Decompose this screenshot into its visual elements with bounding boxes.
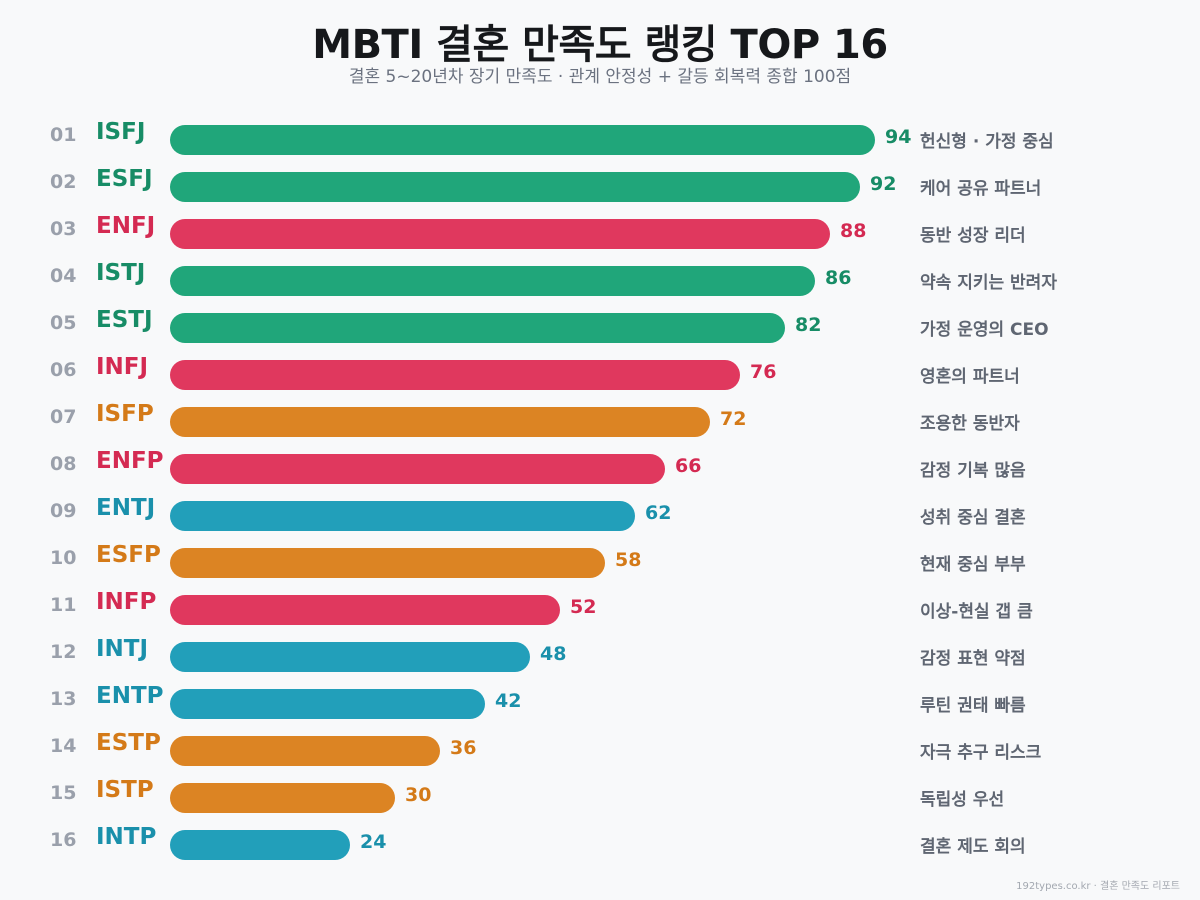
- mbti-type-label: INTJ: [96, 636, 149, 662]
- rank-label: 12: [50, 641, 77, 663]
- type-description: 독립성 우선: [920, 790, 1005, 810]
- score-value: 24: [360, 831, 387, 853]
- score-bar: [170, 407, 710, 437]
- score-bar: [170, 595, 560, 625]
- bar-row: 06 INFJ 76 영혼의 파트너: [0, 351, 1200, 398]
- bar-row: 10 ESFP 58 현재 중심 부부: [0, 539, 1200, 586]
- bar-row: 07 ISFP 72 조용한 동반자: [0, 398, 1200, 445]
- mbti-type-label: ISFJ: [96, 119, 146, 145]
- type-description: 조용한 동반자: [920, 414, 1020, 434]
- type-description: 현재 중심 부부: [920, 555, 1026, 575]
- rank-label: 16: [50, 829, 77, 851]
- rank-label: 07: [50, 406, 77, 428]
- score-bar: [170, 830, 350, 860]
- rank-label: 04: [50, 265, 77, 287]
- score-value: 48: [540, 643, 567, 665]
- score-bar: [170, 172, 860, 202]
- rank-label: 06: [50, 359, 77, 381]
- mbti-type-label: ENTJ: [96, 495, 156, 521]
- score-value: 58: [615, 549, 642, 571]
- score-value: 62: [645, 502, 672, 524]
- type-description: 감정 표현 약점: [920, 649, 1026, 669]
- bar-row: 09 ENTJ 62 성취 중심 결혼: [0, 492, 1200, 539]
- score-bar: [170, 454, 665, 484]
- mbti-type-label: INFP: [96, 589, 157, 615]
- score-value: 52: [570, 596, 597, 618]
- score-bar: [170, 783, 395, 813]
- bar-row: 15 ISTP 30 독립성 우선: [0, 774, 1200, 821]
- mbti-type-label: INFJ: [96, 354, 149, 380]
- score-value: 86: [825, 267, 852, 289]
- score-bar: [170, 548, 605, 578]
- type-description: 감정 기복 많음: [920, 461, 1026, 481]
- score-bar: [170, 642, 530, 672]
- score-value: 72: [720, 408, 747, 430]
- rank-label: 08: [50, 453, 77, 475]
- rank-label: 10: [50, 547, 77, 569]
- score-bar: [170, 360, 740, 390]
- score-value: 92: [870, 173, 897, 195]
- score-value: 82: [795, 314, 822, 336]
- score-bar: [170, 125, 875, 155]
- type-description: 영혼의 파트너: [920, 367, 1020, 387]
- type-description: 케어 공유 파트너: [920, 179, 1042, 199]
- type-description: 결혼 제도 회의: [920, 837, 1026, 857]
- bar-row: 08 ENFP 66 감정 기복 많음: [0, 445, 1200, 492]
- mbti-type-label: ISTJ: [96, 260, 146, 286]
- type-description: 가정 운영의 CEO: [920, 320, 1049, 340]
- bar-row: 02 ESFJ 92 케어 공유 파트너: [0, 163, 1200, 210]
- score-value: 66: [675, 455, 702, 477]
- chart-title: MBTI 결혼 만족도 랭킹 TOP 16: [312, 22, 888, 68]
- score-value: 88: [840, 220, 867, 242]
- score-bar: [170, 501, 635, 531]
- score-bar: [170, 736, 440, 766]
- rank-label: 05: [50, 312, 77, 334]
- score-value: 76: [750, 361, 777, 383]
- bar-row: 13 ENTP 42 루틴 권태 빠름: [0, 680, 1200, 727]
- mbti-type-label: ENFP: [96, 448, 164, 474]
- mbti-type-label: ESFP: [96, 542, 161, 568]
- type-description: 자극 추구 리스크: [920, 743, 1042, 763]
- mbti-type-label: ISTP: [96, 777, 154, 803]
- bar-row: 01 ISFJ 94 헌신형 · 가정 중심: [0, 116, 1200, 163]
- rank-label: 13: [50, 688, 77, 710]
- bar-row: 05 ESTJ 82 가정 운영의 CEO: [0, 304, 1200, 351]
- bar-row: 12 INTJ 48 감정 표현 약점: [0, 633, 1200, 680]
- type-description: 이상-현실 갭 큼: [920, 602, 1033, 622]
- bar-row: 16 INTP 24 결혼 제도 회의: [0, 821, 1200, 868]
- bar-row: 11 INFP 52 이상-현실 갭 큼: [0, 586, 1200, 633]
- mbti-type-label: ESFJ: [96, 166, 153, 192]
- rank-label: 03: [50, 218, 77, 240]
- bar-row: 03 ENFJ 88 동반 성장 리더: [0, 210, 1200, 257]
- score-bar: [170, 266, 815, 296]
- score-value: 30: [405, 784, 432, 806]
- rank-label: 15: [50, 782, 77, 804]
- rank-label: 11: [50, 594, 77, 616]
- type-description: 동반 성장 리더: [920, 226, 1026, 246]
- chart-subtitle: 결혼 5~20년차 장기 만족도 · 관계 안정성 + 갈등 회복력 종합 10…: [348, 67, 852, 87]
- mbti-type-label: ENTP: [96, 683, 164, 709]
- rank-label: 09: [50, 500, 77, 522]
- score-value: 36: [450, 737, 477, 759]
- type-description: 루틴 권태 빠름: [920, 696, 1026, 716]
- type-description: 성취 중심 결혼: [920, 508, 1026, 528]
- rank-label: 02: [50, 171, 77, 193]
- score-value: 94: [885, 126, 912, 148]
- bar-row: 04 ISTJ 86 약속 지키는 반려자: [0, 257, 1200, 304]
- mbti-type-label: ISFP: [96, 401, 154, 427]
- rank-label: 01: [50, 124, 77, 146]
- type-description: 약속 지키는 반려자: [920, 273, 1057, 293]
- source-footer: 192types.co.kr · 결혼 만족도 리포트: [1016, 881, 1180, 892]
- mbti-type-label: INTP: [96, 824, 157, 850]
- type-description: 헌신형 · 가정 중심: [920, 132, 1054, 152]
- score-bar: [170, 689, 485, 719]
- mbti-type-label: ESTJ: [96, 307, 153, 333]
- mbti-type-label: ESTP: [96, 730, 161, 756]
- mbti-type-label: ENFJ: [96, 213, 156, 239]
- rank-label: 14: [50, 735, 77, 757]
- score-bar: [170, 313, 785, 343]
- score-value: 42: [495, 690, 522, 712]
- score-bar: [170, 219, 830, 249]
- bar-row: 14 ESTP 36 자극 추구 리스크: [0, 727, 1200, 774]
